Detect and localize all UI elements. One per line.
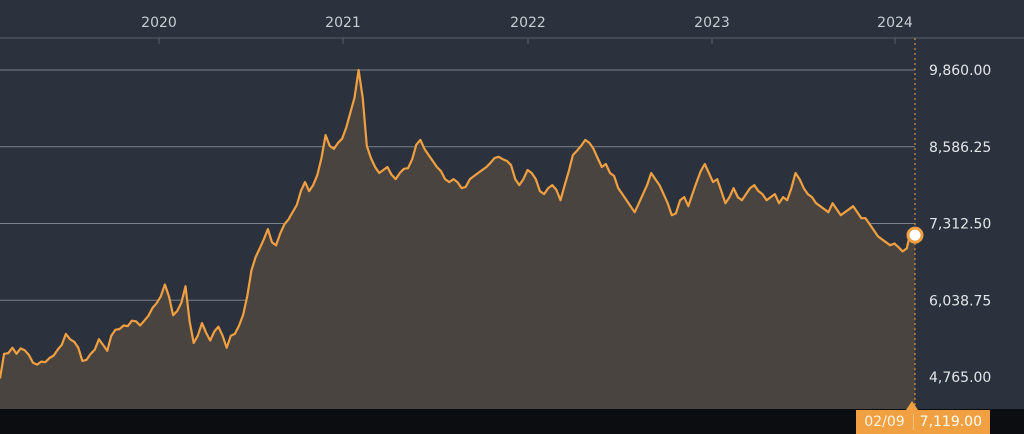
- y-tick-label: 9,860.00: [929, 63, 991, 79]
- price-line: [0, 68, 916, 379]
- x-tick-label: 2021: [325, 15, 361, 31]
- y-tick-label: 8,586.25: [929, 140, 991, 156]
- tooltip-pointer: [906, 401, 918, 410]
- x-tick-label: 2023: [694, 15, 730, 31]
- y-tick-label: 7,312.50: [929, 217, 991, 233]
- y-tick-label: 6,038.75: [929, 293, 991, 309]
- value-tooltip: 02/09 7,119.00: [856, 410, 990, 434]
- tooltip-value: 7,119.00: [912, 414, 990, 430]
- x-tick-label: 2022: [510, 15, 546, 31]
- tooltip-date: 02/09: [864, 414, 905, 430]
- x-tick-label: 2024: [877, 15, 913, 31]
- y-tick-label: 4,765.00: [929, 370, 991, 386]
- price-area-fill: [0, 70, 915, 409]
- x-tick-label: 2020: [141, 15, 177, 31]
- y-axis-ticks: 9,860.00 8,586.25 7,312.50 6,038.75 4,765.00: [929, 63, 991, 386]
- x-axis-ticks: 2020 2021 2022 2023 2024: [141, 15, 913, 44]
- bottom-bar: [0, 409, 1024, 434]
- current-point-marker[interactable]: [906, 226, 924, 244]
